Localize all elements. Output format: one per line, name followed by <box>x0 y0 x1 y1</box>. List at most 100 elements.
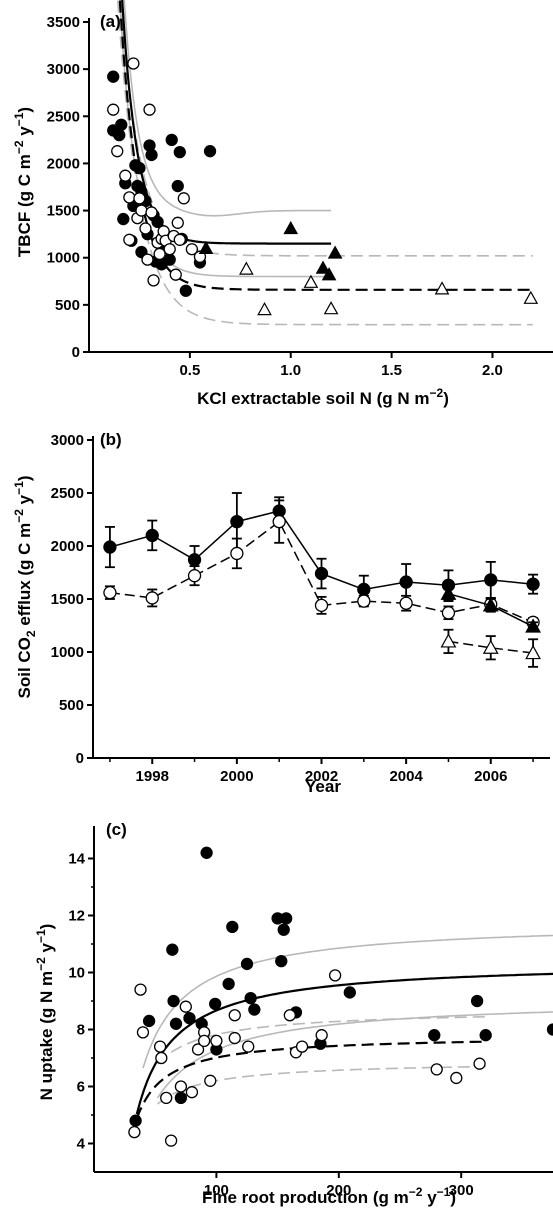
data-point <box>277 923 290 936</box>
data-point <box>482 639 499 654</box>
fit-curve <box>118 0 533 291</box>
y-tick-label: 6 <box>77 1079 85 1096</box>
y-tick-label: 3000 <box>51 432 84 449</box>
data-point <box>147 274 160 287</box>
x-tick-label: 300 <box>449 1182 474 1199</box>
data-point <box>185 1086 199 1099</box>
data-point <box>174 1080 188 1093</box>
y-tick-label: 1500 <box>51 591 84 608</box>
data-point <box>123 233 136 246</box>
data-point <box>283 220 299 235</box>
data-point <box>198 1034 211 1048</box>
y-axis-title: N uptake (g N m−2 y−1) <box>34 924 56 1101</box>
data-point <box>357 594 371 608</box>
data-point <box>145 528 159 543</box>
data-point <box>275 954 288 968</box>
y-tick-label: 8 <box>77 1022 85 1039</box>
data-point <box>323 301 339 315</box>
data-point <box>107 103 120 116</box>
data-point <box>222 977 235 991</box>
data-point <box>164 1134 178 1147</box>
data-point <box>399 575 413 589</box>
data-point <box>321 267 337 281</box>
y-tick-label: 10 <box>68 965 85 982</box>
data-point <box>185 243 199 256</box>
data-point <box>169 1017 183 1030</box>
data-point <box>230 546 244 561</box>
data-point <box>155 1051 168 1065</box>
data-point <box>169 268 182 281</box>
data-point <box>117 212 130 226</box>
panel-label-c: (c) <box>106 820 127 839</box>
data-point <box>523 290 539 304</box>
plot-area: 4 6 8 10 12 14 100 200 300 <box>68 826 553 1199</box>
data-point <box>133 192 146 205</box>
data-point <box>200 846 213 859</box>
y-axis-title: Soil CO2 efflux (g C m−2 y−1) <box>12 476 38 699</box>
data-point <box>228 1031 241 1045</box>
data-point <box>153 1040 167 1053</box>
data-point <box>187 569 202 583</box>
data-point <box>173 145 186 159</box>
data-point <box>428 1029 441 1042</box>
data-point <box>128 1125 141 1139</box>
data-point <box>440 633 457 648</box>
data-point <box>179 1000 192 1013</box>
y-tick-label: 500 <box>59 697 84 714</box>
data-point <box>107 70 120 83</box>
data-point <box>482 597 499 612</box>
data-point <box>187 553 202 567</box>
data-point <box>177 192 190 205</box>
data-point <box>257 302 272 316</box>
data-point <box>173 233 186 246</box>
y-tick-label: 2000 <box>47 155 80 172</box>
data-point <box>136 1026 150 1039</box>
data-point <box>143 103 156 116</box>
data-point <box>357 582 371 597</box>
data-point <box>151 215 164 229</box>
panel-label-b: (b) <box>100 430 122 449</box>
fit-curve <box>142 934 553 1069</box>
data-point <box>315 1029 328 1042</box>
x-tick-label: 1.0 <box>280 362 301 379</box>
data-point <box>160 1091 173 1105</box>
data-point <box>204 1074 217 1087</box>
x-tick-label: 1.5 <box>381 362 402 379</box>
x-tick-label: 2.0 <box>482 362 503 379</box>
data-point <box>314 566 329 581</box>
y-tick-label: 1000 <box>51 644 84 661</box>
x-tick-label: 2002 <box>305 768 338 785</box>
data-point <box>113 128 126 142</box>
data-point <box>163 253 176 266</box>
x-tick-label: 2000 <box>220 768 253 785</box>
data-point <box>546 1023 553 1036</box>
data-point <box>343 986 356 999</box>
data-point <box>163 243 176 256</box>
fit-curve <box>157 1016 486 1065</box>
y-tick-label: 1000 <box>47 250 80 267</box>
y-axis-title: TBCF (g C m−2 y−1) <box>12 107 34 257</box>
y-tick-label: 4 <box>77 1136 86 1153</box>
data-point <box>525 618 541 633</box>
data-point <box>272 514 286 529</box>
y-tick-label: 500 <box>55 297 80 314</box>
fit-curve <box>116 0 533 326</box>
data-point <box>315 260 331 274</box>
data-point <box>440 585 457 600</box>
data-point <box>240 957 254 971</box>
data-point <box>526 577 540 591</box>
x-tick-label: 2006 <box>474 768 507 785</box>
y-tick-label: 3500 <box>47 14 80 31</box>
y-tick-label: 3000 <box>47 61 80 78</box>
data-point <box>441 606 456 620</box>
chart-panel-b: 0 500 1000 1500 2000 2500 3000 1998 2000 2002 2004… <box>12 430 550 796</box>
data-point <box>139 222 152 235</box>
data-point <box>135 204 148 217</box>
data-point <box>133 161 146 175</box>
data-point <box>430 1063 443 1076</box>
fit-curve <box>156 1011 553 1099</box>
data-point <box>210 1034 223 1048</box>
y-tick-label: 0 <box>76 750 84 767</box>
plot-area: 0 500 1000 1500 2000 2500 3000 1998 2000 2002 2004… <box>51 432 550 785</box>
data-point <box>479 1029 492 1042</box>
